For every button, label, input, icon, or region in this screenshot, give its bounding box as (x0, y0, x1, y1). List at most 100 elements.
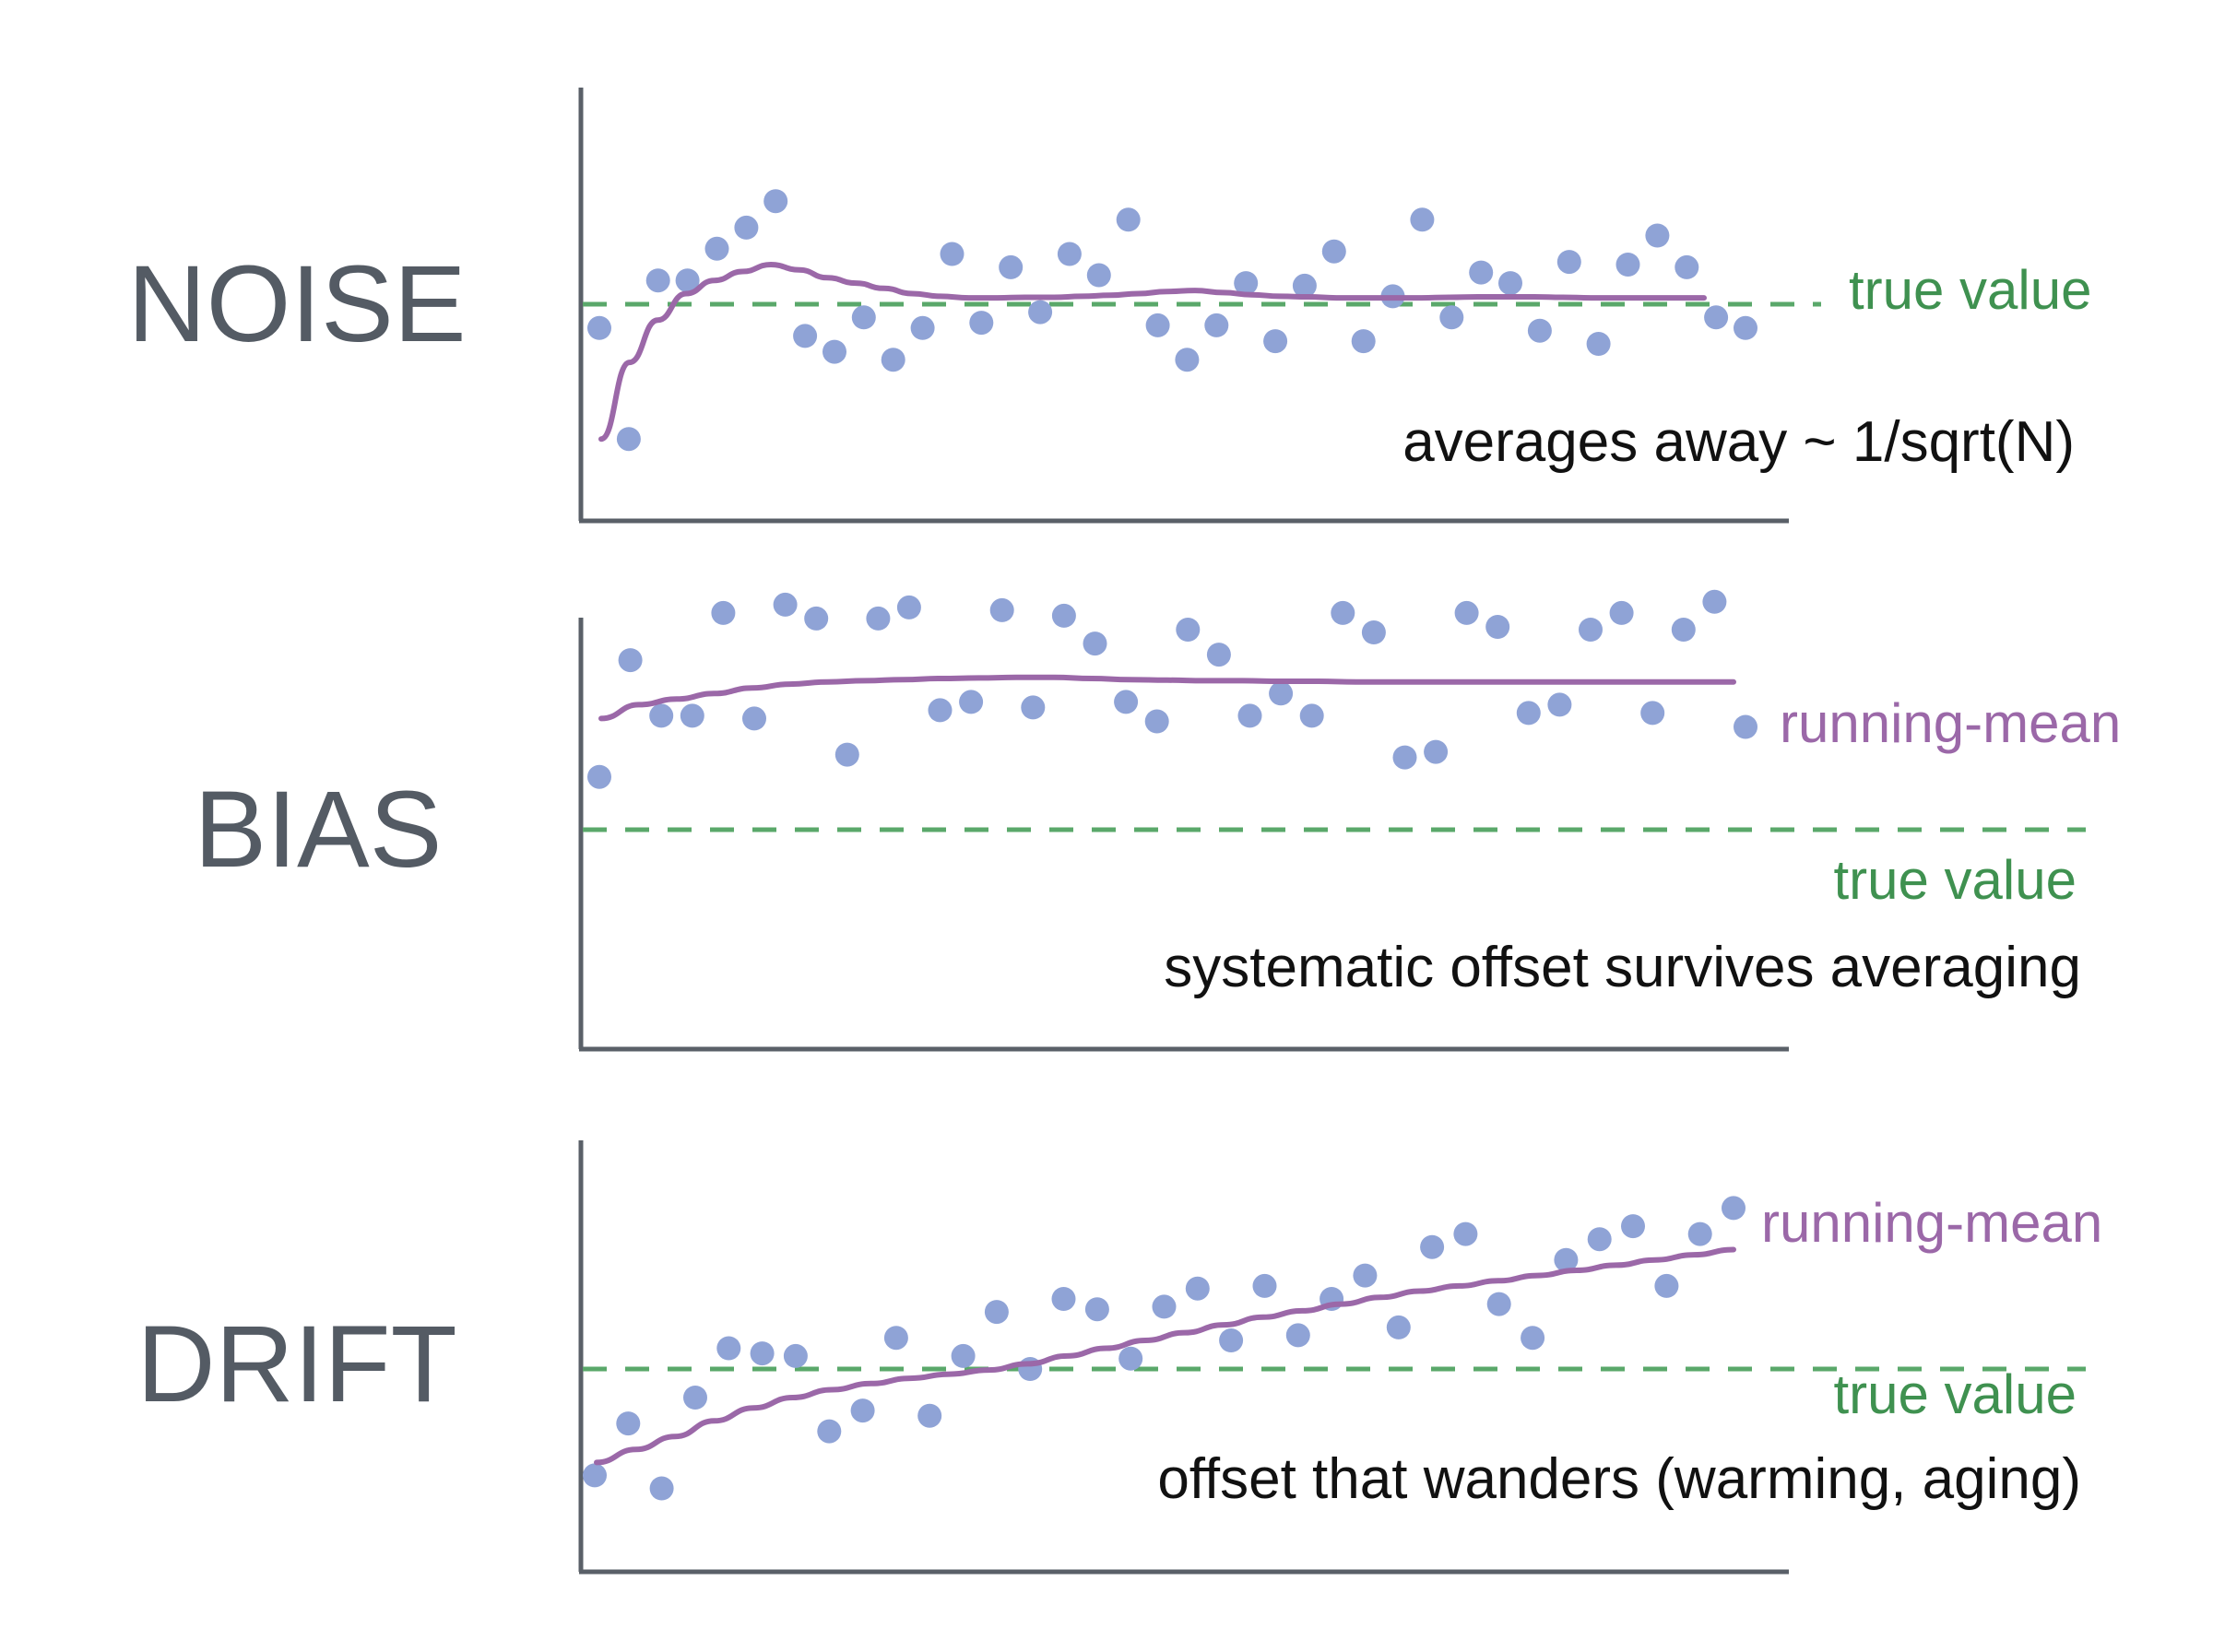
panel-drift: DRIFT true value running-mean offset that w… (136, 1140, 2102, 1575)
panel-label: NOISE (127, 243, 466, 365)
data-point (1702, 589, 1727, 614)
data-point (1204, 313, 1229, 337)
data-point (742, 706, 766, 731)
data-point (1114, 690, 1139, 714)
data-point (1547, 692, 1572, 717)
data-point (866, 606, 891, 631)
data-point (1269, 681, 1294, 706)
data-point (850, 1398, 875, 1423)
data-point (1118, 1346, 1143, 1371)
data-point (969, 311, 994, 336)
data-point (616, 427, 641, 452)
data-point (1587, 1227, 1612, 1252)
data-point (711, 600, 736, 625)
data-point (1386, 1315, 1411, 1339)
data-point (1176, 618, 1201, 642)
data-point (1237, 703, 1262, 728)
data-point (618, 648, 643, 673)
data-point (1353, 1263, 1378, 1288)
data-point (1579, 618, 1603, 642)
data-point (989, 597, 1014, 622)
data-point (734, 215, 759, 240)
data-point (1361, 620, 1386, 644)
data-point (1292, 273, 1317, 298)
data-point (1586, 332, 1611, 356)
data-point (1609, 600, 1634, 625)
data-point (1734, 714, 1757, 739)
data-point (1675, 254, 1699, 279)
data-point (1527, 318, 1552, 343)
data-point (999, 254, 1024, 279)
data-point (1410, 207, 1435, 232)
data-point (834, 742, 859, 767)
data-point (1640, 701, 1665, 726)
panel-annotation: systematic offset survives averaging (1164, 936, 2081, 999)
data-point (1051, 603, 1076, 628)
data-point (1219, 1328, 1244, 1352)
data-point (1263, 329, 1288, 354)
data-point (1671, 618, 1696, 642)
data-point (793, 324, 818, 348)
data-point (763, 189, 788, 214)
data-point (1621, 1214, 1645, 1239)
panel-label: DRIFT (136, 1304, 456, 1425)
running-mean-line (594, 1246, 1736, 1466)
data-point (1687, 1221, 1712, 1246)
data-point (1083, 631, 1107, 656)
data-point (1554, 1247, 1579, 1272)
data-point (1021, 695, 1046, 720)
data-point (1469, 260, 1494, 285)
data-point (1152, 1294, 1177, 1319)
panel-label: BIAS (195, 769, 443, 891)
data-point (804, 606, 829, 631)
data-point (1420, 1234, 1445, 1259)
data-point (1321, 239, 1346, 264)
data-point (1331, 600, 1355, 625)
panel-noise: NOISE true value averages away ~ 1/sqrt(N) (127, 88, 2092, 524)
data-point (587, 764, 611, 789)
data-point (649, 1476, 674, 1501)
data-point (583, 1463, 607, 1488)
data-point (883, 1326, 908, 1351)
data-point (1028, 300, 1053, 324)
running-mean-line (598, 674, 1736, 722)
data-point (1351, 329, 1376, 354)
data-point (1454, 600, 1479, 625)
data-point (704, 236, 729, 261)
data-point (773, 592, 798, 617)
data-point (1704, 305, 1729, 330)
data-point (1424, 739, 1449, 764)
data-point (1521, 1326, 1545, 1351)
data-point (1051, 1287, 1076, 1311)
panel-bias: BIAS true value running-mean systematic off… (195, 589, 2121, 1052)
data-point (851, 305, 876, 330)
data-point (910, 315, 935, 340)
data-point (1285, 1323, 1310, 1348)
data-point (716, 1336, 741, 1361)
data-point (1498, 271, 1522, 296)
data-point (1252, 1273, 1277, 1298)
data-point (1453, 1221, 1478, 1246)
data-point (896, 595, 921, 620)
data-point (1485, 615, 1510, 639)
running-mean-label: running-mean (1761, 1192, 2102, 1254)
data-point (587, 315, 611, 340)
data-point (645, 268, 670, 293)
data-point (783, 1343, 808, 1368)
running-mean-line (598, 262, 1707, 442)
data-point (1206, 643, 1231, 667)
data-point (649, 703, 674, 728)
running-mean-label: running-mean (1780, 692, 2121, 754)
data-point (616, 1411, 641, 1436)
data-point (822, 339, 846, 364)
data-point (1145, 313, 1170, 337)
data-point (1185, 1276, 1210, 1301)
data-point (1392, 745, 1417, 770)
data-point (1234, 271, 1259, 296)
data-point (1654, 1273, 1679, 1298)
data-point (881, 348, 905, 372)
data-point (984, 1300, 1009, 1325)
data-point (1722, 1196, 1746, 1221)
data-point (940, 242, 964, 266)
